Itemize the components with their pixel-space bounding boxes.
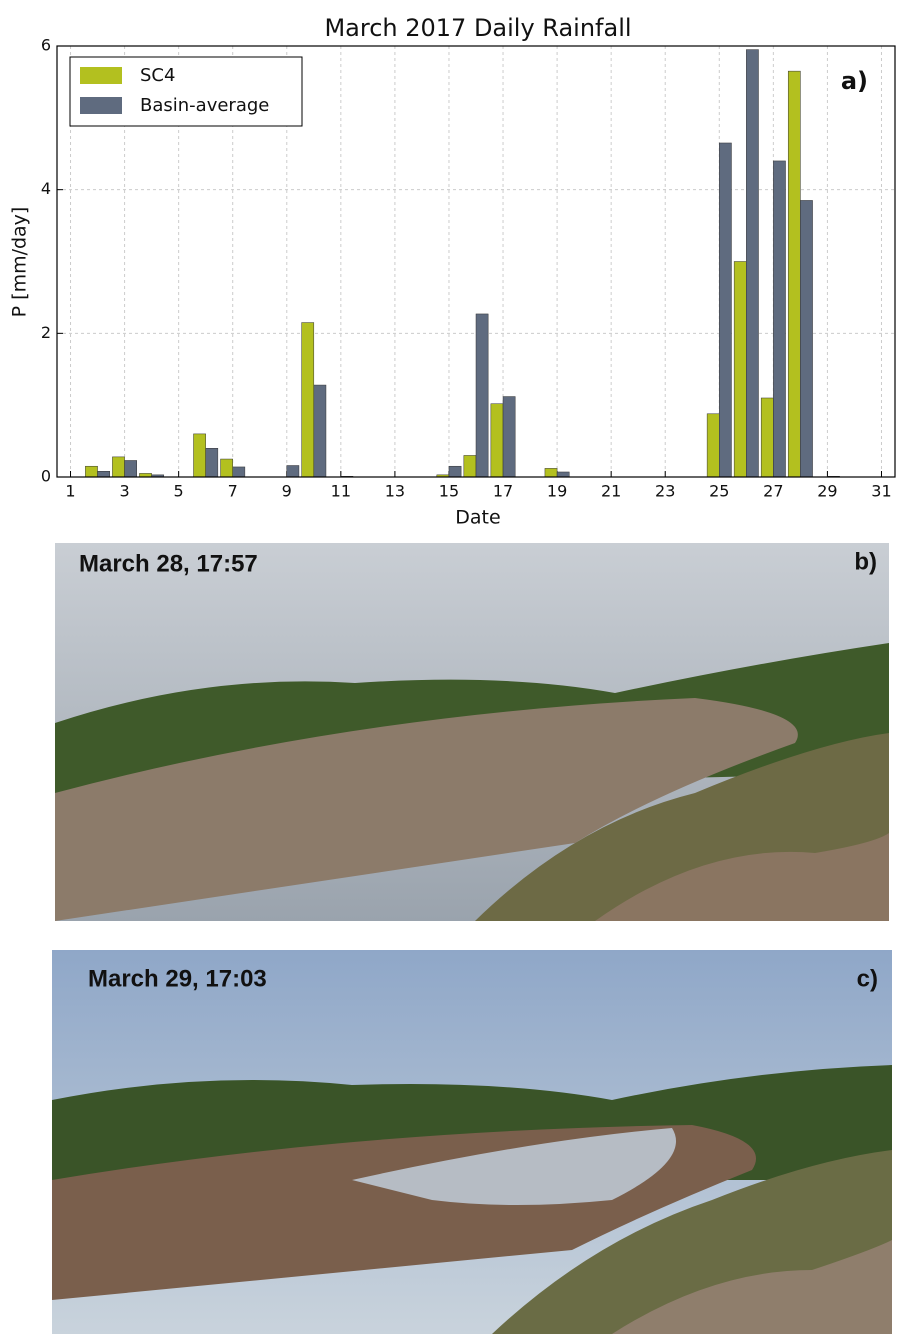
x-tick-label: 29: [817, 482, 837, 501]
y-tick-label: 6: [41, 36, 51, 55]
x-axis-label: Date: [455, 507, 500, 529]
y-tick-label: 4: [41, 179, 51, 198]
bar: [220, 458, 233, 478]
x-tick-label: 31: [871, 482, 891, 501]
river: [55, 698, 798, 921]
legend-swatch: [80, 67, 122, 84]
x-tick-label: 15: [439, 482, 459, 501]
plot-frame: [56, 45, 896, 478]
x-tick-label: 9: [282, 482, 292, 501]
x-tick-label: 3: [119, 482, 129, 501]
bar: [205, 448, 219, 478]
bar: [112, 456, 125, 478]
bar: [760, 397, 774, 478]
bar: [232, 466, 246, 478]
x-tick-label: 7: [228, 482, 238, 501]
x-tick-label: 5: [174, 482, 184, 501]
bar: [556, 471, 570, 478]
photo-b: March 28, 17:57 b): [55, 543, 889, 921]
rocks: [612, 1240, 892, 1334]
x-tick-label: 27: [763, 482, 783, 501]
chart: March 2017 Daily Rainfall a) Date P [mm/…: [9, 14, 896, 529]
bar: [706, 413, 720, 478]
photo-caption: March 28, 17:57: [79, 550, 258, 577]
panel-label: b): [854, 548, 877, 575]
bar: [463, 455, 477, 478]
y-axis-label: P [mm/day]: [9, 207, 31, 318]
bar: [746, 49, 759, 478]
bar: [124, 460, 137, 478]
photo-c: March 29, 17:03 c): [52, 950, 892, 1334]
bar: [490, 403, 504, 478]
x-tick-label: 11: [331, 482, 351, 501]
bar: [97, 471, 110, 478]
rocks: [595, 833, 889, 921]
photo-caption: March 29, 17:03: [88, 965, 267, 992]
bar: [475, 313, 489, 478]
bar: [85, 465, 98, 478]
bar: [313, 384, 327, 478]
bar: [733, 261, 747, 478]
bar: [301, 322, 315, 478]
water: [352, 1128, 676, 1205]
x-tick-label: 19: [547, 482, 567, 501]
legend-swatch: [80, 97, 122, 114]
x-tick-label: 17: [493, 482, 513, 501]
bar: [800, 200, 813, 478]
bar: [286, 465, 300, 478]
bar: [544, 468, 558, 478]
chart-title: March 2017 Daily Rainfall: [324, 14, 631, 42]
bar: [502, 396, 516, 478]
x-tick-label: 23: [655, 482, 675, 501]
legend-label: Basin-average: [140, 95, 269, 116]
bar: [787, 70, 801, 478]
bar: [448, 465, 462, 478]
y-tick-label: 2: [41, 323, 51, 342]
bar: [719, 142, 732, 478]
panel-label: a): [841, 67, 868, 95]
x-tick-label: 13: [385, 482, 405, 501]
panel-label: c): [857, 965, 878, 992]
bar: [773, 160, 786, 478]
y-tick-label: 0: [41, 467, 51, 486]
x-tick-label: 25: [709, 482, 729, 501]
x-tick-label: 21: [601, 482, 621, 501]
bar: [193, 433, 206, 478]
legend-label: SC4: [140, 65, 175, 86]
x-tick-label: 1: [65, 482, 75, 501]
